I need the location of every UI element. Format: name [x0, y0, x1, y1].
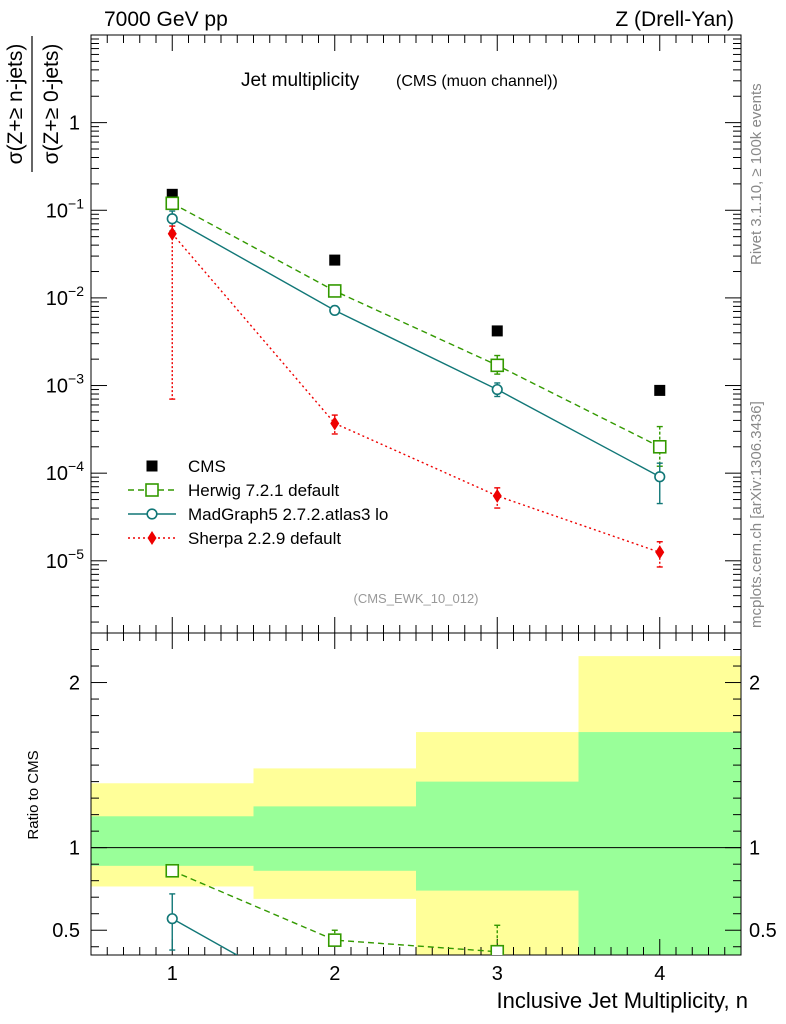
x-axis-label: Inclusive Jet Multiplicity, n	[497, 988, 748, 1013]
ratio-data-point	[490, 944, 505, 955]
legend-label: Sherpa 2.2.9 default	[188, 529, 341, 548]
main-plot-series	[165, 188, 667, 568]
legend-label: CMS	[188, 457, 226, 476]
y-tick-label-base: 1	[69, 113, 80, 135]
ratio-data-point	[165, 863, 180, 878]
data-point	[165, 196, 180, 211]
ratio-band-inner	[253, 806, 416, 871]
series-madgraph5	[166, 210, 666, 505]
ratio-data-point	[166, 913, 178, 925]
data-point	[654, 471, 666, 483]
ratio-data-point	[327, 933, 342, 947]
y-tick-label-base: 10	[46, 551, 68, 573]
ratio-uncertainty-bands	[91, 656, 741, 955]
x-tick-label: 3	[492, 963, 503, 985]
mcplots-label: mcplots.cern.ch [arXiv:1306.3436]	[748, 401, 765, 628]
ratio-y-tick-label: 0.5	[52, 920, 80, 942]
y-tick-label-exponent: −4	[68, 458, 84, 474]
data-point	[166, 213, 178, 225]
ratio-y-tick-label-right: 1	[749, 838, 760, 860]
ratio-band-inner	[91, 816, 254, 866]
y-tick-label-base: 10	[46, 200, 68, 222]
ratio-series-herwig	[165, 863, 505, 955]
y-axis-label-denominator: σ(Z+≥ 0-jets)	[40, 44, 63, 165]
data-point	[330, 416, 340, 431]
data-point	[166, 188, 178, 200]
y-axis-label-numerator: σ(Z+≥ n-jets)	[4, 44, 27, 165]
chart-title: Jet multiplicity	[241, 70, 360, 91]
series-cms	[166, 188, 666, 396]
series-sherpa	[167, 225, 665, 568]
data-point	[491, 383, 503, 396]
data-point	[492, 488, 502, 503]
legend-marker	[146, 460, 158, 472]
data-point	[655, 545, 665, 560]
y-tick-label-base: 10	[46, 376, 68, 398]
legend-item: Sherpa 2.2.9 default	[128, 529, 341, 548]
ratio-y-tick-label: 1	[69, 838, 80, 860]
ratio-band-inner	[416, 781, 579, 891]
ratio-axis-ticks: 1 2 3 4 0.5 0.5 1 1 2 2	[52, 633, 777, 985]
series-line	[171, 202, 661, 448]
header-left-label: 7000 GeV pp	[104, 8, 228, 31]
data-point	[654, 384, 666, 396]
chart-subtitle: (CMS (muon channel))	[396, 73, 558, 90]
ratio-y-axis-label: Ratio to CMS	[25, 750, 42, 839]
header-right-label: Z (Drell-Yan)	[615, 8, 734, 31]
ratio-series-line	[171, 870, 498, 953]
legend-marker	[145, 483, 159, 497]
legend-item: Herwig 7.2.1 default	[128, 481, 339, 500]
y-tick-label: 1	[69, 113, 80, 135]
ratio-y-tick-label-right: 2	[749, 673, 760, 695]
analysis-watermark: (CMS_EWK_10_012)	[354, 591, 479, 606]
data-point	[329, 304, 341, 317]
y-tick-label: 10−2	[46, 283, 84, 310]
ratio-plot-series	[165, 863, 505, 955]
y-tick-label-exponent: −2	[68, 283, 84, 299]
y-tick-label-base: 10	[46, 463, 68, 485]
series-herwig	[165, 196, 667, 467]
ratio-y-tick-label: 2	[69, 673, 80, 695]
x-tick-label: 4	[654, 963, 665, 985]
x-tick-label: 1	[167, 963, 178, 985]
legend-label: Herwig 7.2.1 default	[188, 481, 339, 500]
y-tick-label-exponent: −1	[68, 195, 84, 211]
y-tick-label-exponent: −5	[68, 546, 84, 562]
y-tick-label: 10−1	[46, 195, 84, 222]
ratio-series-madgraph5	[166, 893, 239, 955]
legend-item: CMS	[146, 457, 226, 476]
legend-label: MadGraph5 2.7.2.atlas3 lo	[188, 505, 388, 524]
y-tick-label: 10−3	[46, 371, 84, 398]
series-line	[171, 218, 661, 478]
legend-item: MadGraph5 2.7.2.atlas3 lo	[128, 505, 388, 524]
main-axis-ticks: 110−110−210−310−410−5	[46, 35, 741, 633]
data-point	[652, 439, 667, 454]
data-point	[491, 325, 503, 337]
y-axis-label: σ(Z+≥ n-jets) σ(Z+≥ 0-jets)	[4, 36, 63, 172]
legend: CMS Herwig 7.2.1 default MadGraph5 2.7.2.a…	[128, 457, 388, 548]
rivet-version-label: Rivet 3.1.10, ≥ 100k events	[748, 83, 765, 265]
data-point	[327, 284, 342, 298]
y-tick-label-exponent: −3	[68, 371, 84, 387]
y-tick-label: 10−4	[46, 458, 84, 485]
data-point	[490, 358, 505, 373]
ratio-y-tick-label-right: 0.5	[749, 920, 777, 942]
x-tick-label: 2	[329, 963, 340, 985]
y-tick-label-base: 10	[46, 288, 68, 310]
ratio-series-line	[171, 918, 239, 955]
data-point	[329, 254, 341, 266]
legend-marker	[146, 508, 158, 520]
ratio-band-inner	[578, 732, 741, 955]
legend-marker	[147, 531, 157, 545]
data-point	[167, 226, 177, 241]
y-tick-label: 10−5	[46, 546, 84, 573]
